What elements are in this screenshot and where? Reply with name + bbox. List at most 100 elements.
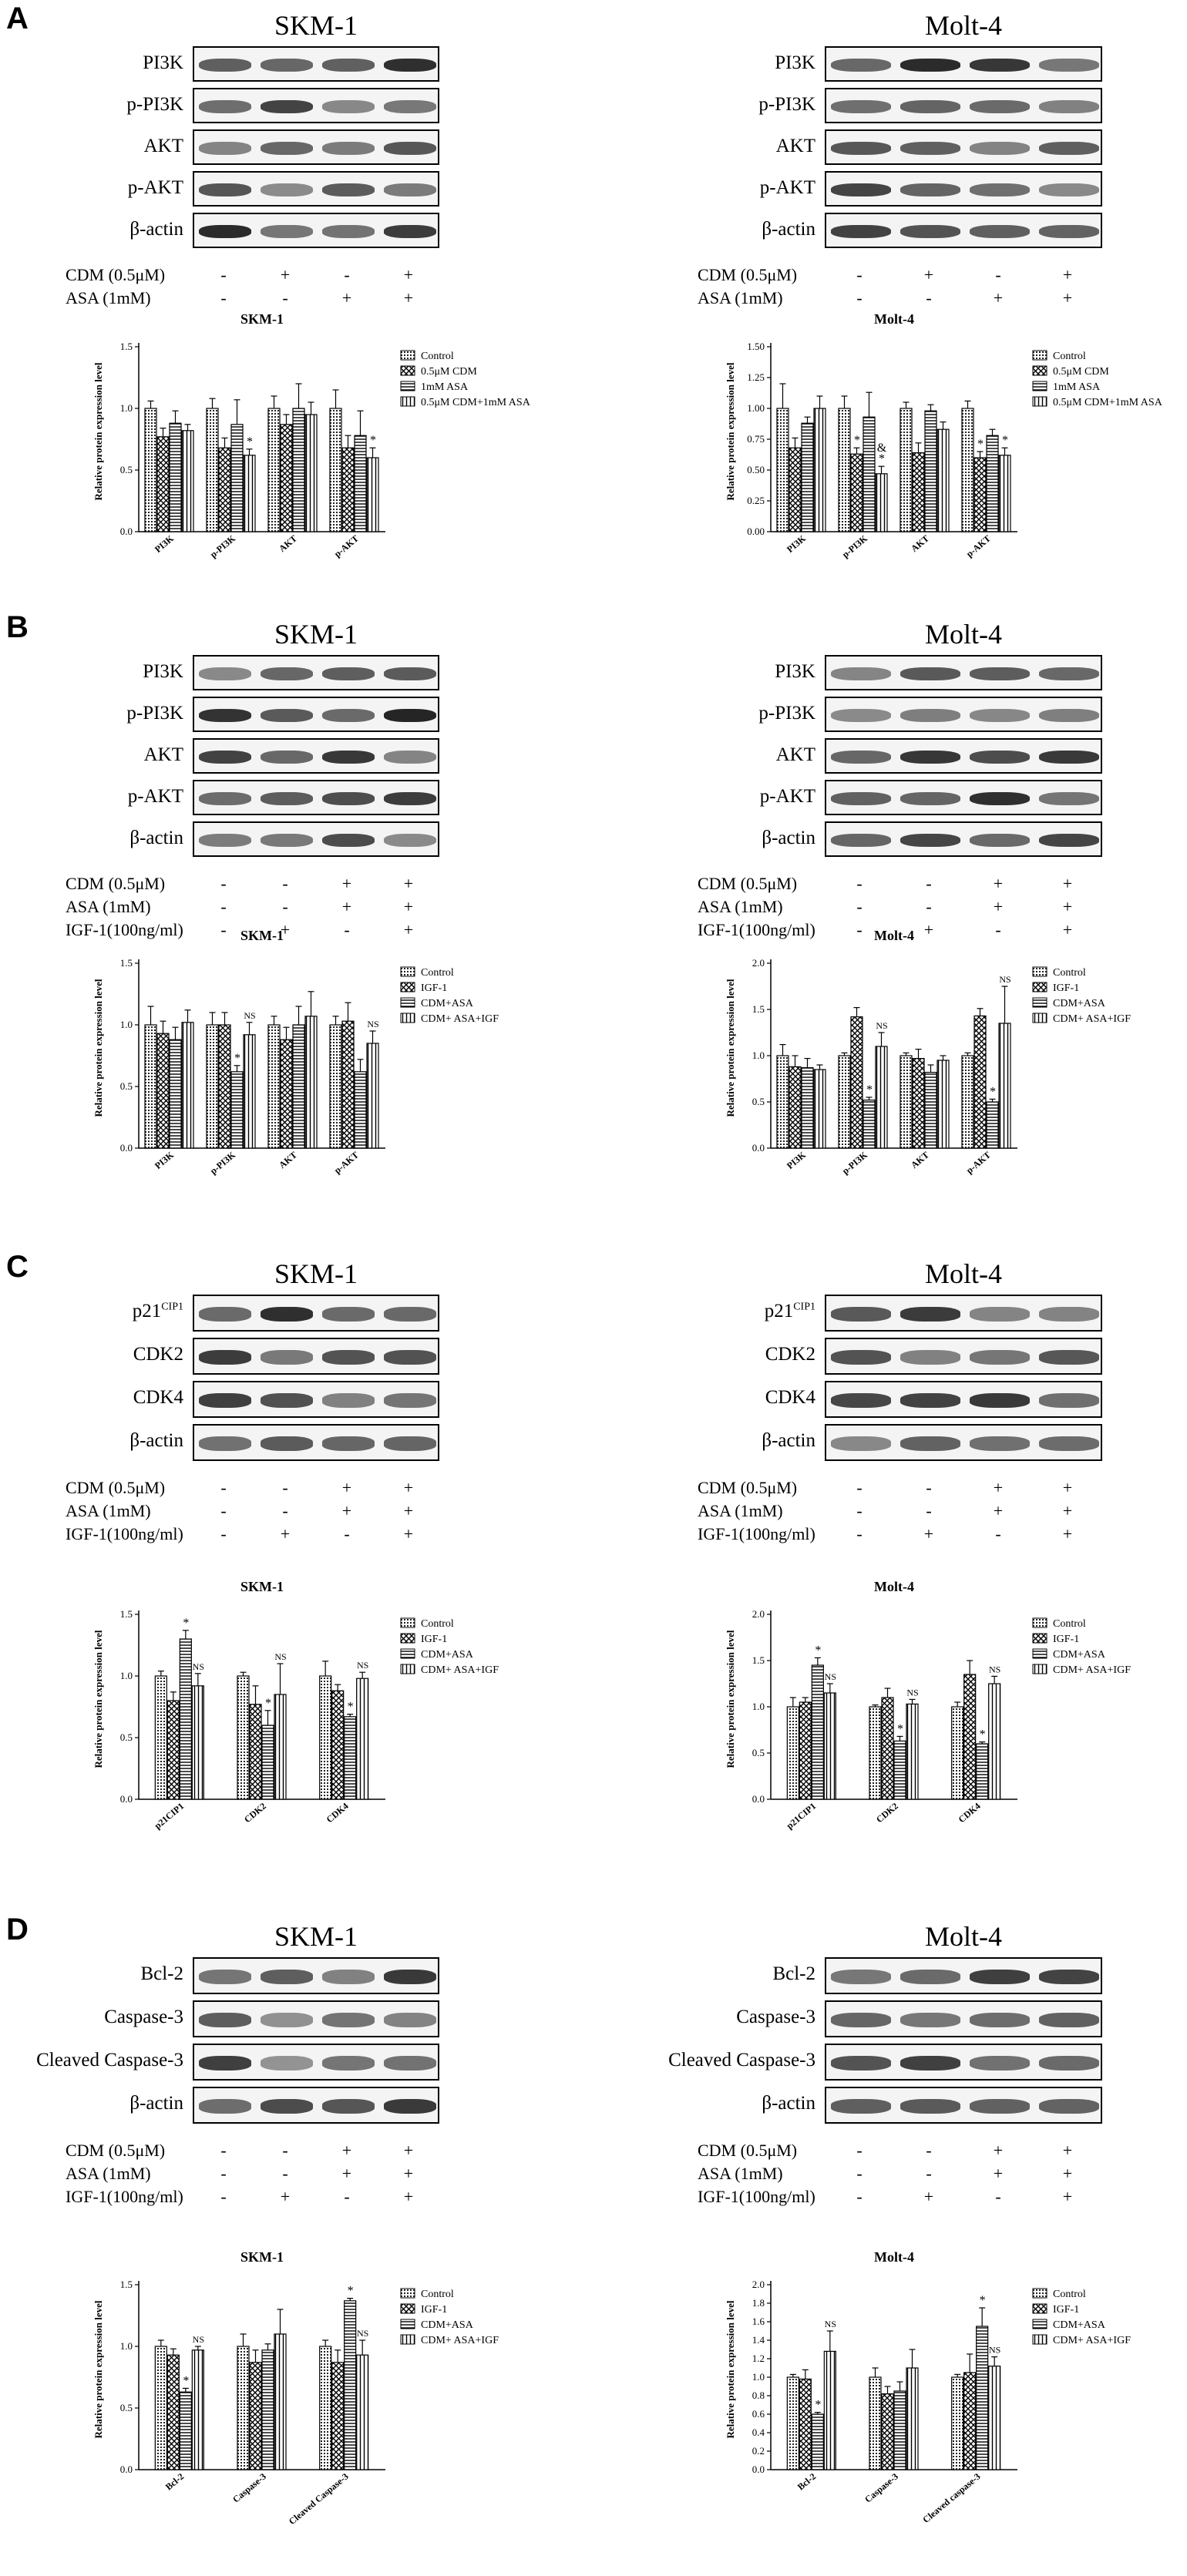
blot-band bbox=[384, 58, 436, 72]
blot-row-label: Caspase-3 bbox=[736, 2007, 815, 2028]
legend-swatch bbox=[1032, 1013, 1047, 1023]
bar bbox=[331, 1690, 345, 1800]
bar bbox=[986, 1101, 999, 1149]
treatment-sign: + bbox=[403, 288, 414, 307]
bar bbox=[799, 2378, 812, 2470]
bar bbox=[181, 430, 194, 532]
bar bbox=[366, 1043, 379, 1149]
blot-band bbox=[970, 750, 1030, 764]
treatment-sign: - bbox=[926, 1478, 932, 1497]
bar bbox=[850, 1016, 863, 1149]
bar bbox=[961, 408, 974, 532]
blot-row-label: p21CIP1 bbox=[765, 1301, 815, 1322]
blot-strip bbox=[193, 2000, 439, 2037]
treatment-label: CDM (0.5μM) bbox=[698, 1478, 798, 1497]
blot-row-label-text: AKT bbox=[143, 136, 183, 156]
treatment-sign: - bbox=[282, 2141, 288, 2160]
treatment-sign: - bbox=[926, 288, 932, 307]
blot-band bbox=[384, 2013, 436, 2027]
legend-swatch bbox=[400, 1664, 415, 1674]
y-axis-label: Relative protein expression level bbox=[92, 362, 104, 500]
blot-row-label: β-actin bbox=[762, 2093, 815, 2114]
bar bbox=[218, 1024, 231, 1149]
blot-band bbox=[900, 1393, 960, 1408]
bar bbox=[869, 2376, 882, 2470]
significance-mark: & bbox=[877, 442, 887, 455]
bar bbox=[924, 1072, 937, 1149]
legend-swatch bbox=[400, 365, 415, 376]
blot-strip bbox=[193, 1338, 439, 1375]
y-tick-label: 0.0 bbox=[120, 1793, 133, 1805]
legend-label: CDM+ASA bbox=[421, 998, 474, 1009]
significance-mark: NS bbox=[244, 1010, 255, 1021]
blot-band bbox=[261, 99, 313, 114]
blot-row-label-text: PI3K bbox=[775, 52, 815, 73]
bar bbox=[811, 1664, 824, 1800]
blot-band bbox=[261, 1970, 313, 1984]
blot-row-label-text: CDK4 bbox=[133, 1387, 183, 1408]
blot-strip bbox=[193, 655, 439, 690]
treatment-sign: - bbox=[856, 288, 863, 307]
blot-band bbox=[261, 791, 313, 806]
treatment-sign: + bbox=[923, 265, 934, 284]
bar bbox=[329, 408, 342, 532]
blot-row-label-text: p-AKT bbox=[759, 786, 815, 807]
y-tick-label: 0.0 bbox=[752, 1793, 765, 1805]
blot-strip bbox=[825, 780, 1102, 815]
legend-swatch bbox=[1032, 1648, 1047, 1659]
blot-row-label: p21CIP1 bbox=[133, 1301, 183, 1322]
blot-band bbox=[384, 791, 436, 806]
y-tick-label: 1.4 bbox=[752, 2334, 765, 2346]
blot-band bbox=[199, 183, 251, 197]
x-tick-label: p-AKT bbox=[964, 533, 993, 559]
bar bbox=[976, 1743, 989, 1800]
blot-band bbox=[900, 2056, 960, 2071]
significance-mark: NS bbox=[193, 1661, 204, 1672]
bar bbox=[801, 422, 814, 532]
legend-swatch bbox=[400, 396, 415, 407]
treatment-sign: - bbox=[344, 920, 350, 939]
blot-band bbox=[384, 1307, 436, 1322]
blot-title: Molt-4 bbox=[924, 1258, 1002, 1289]
y-tick-label: 1.25 bbox=[747, 371, 765, 383]
y-tick-label: 1.6 bbox=[752, 2316, 765, 2327]
significance-mark: NS bbox=[825, 2319, 836, 2329]
x-tick-label: PI3K bbox=[785, 1149, 808, 1171]
blot-band bbox=[1039, 1970, 1099, 1984]
treatment-sign: + bbox=[1062, 1478, 1073, 1497]
legend-swatch bbox=[1032, 2303, 1047, 2314]
y-tick-label: 0.2 bbox=[752, 2445, 765, 2457]
treatment-sign: + bbox=[993, 2164, 1004, 2183]
bar bbox=[963, 1674, 977, 1800]
legend-label: Control bbox=[1053, 967, 1086, 979]
y-tick-label: 1.8 bbox=[752, 2297, 765, 2309]
blot-band bbox=[384, 750, 436, 764]
bar bbox=[261, 2349, 274, 2470]
y-tick-label: 1.5 bbox=[120, 1608, 133, 1620]
y-tick-label: 0.50 bbox=[747, 464, 765, 475]
bar bbox=[292, 1024, 305, 1149]
blot-band bbox=[1039, 791, 1099, 806]
bar bbox=[166, 2354, 180, 2470]
blot-row-label-text: p-PI3K bbox=[126, 94, 183, 115]
treatment-sign: + bbox=[341, 897, 352, 916]
treatment-sign: + bbox=[993, 874, 1004, 893]
blot-band bbox=[384, 708, 436, 723]
legend-swatch bbox=[400, 381, 415, 391]
treatment-label: ASA (1mM) bbox=[698, 897, 783, 916]
x-tick-label: AKT bbox=[909, 1150, 931, 1170]
treatment-sign: - bbox=[282, 1501, 288, 1520]
treatment-sign: - bbox=[282, 874, 288, 893]
bar bbox=[951, 1706, 964, 1800]
blot-band bbox=[831, 2013, 891, 2027]
treatment-label: ASA (1mM) bbox=[66, 897, 151, 916]
x-tick-label: CDK2 bbox=[874, 1801, 900, 1825]
treatment-label: IGF-1(100ng/ml) bbox=[66, 920, 183, 939]
treatment-sign: + bbox=[1062, 1501, 1073, 1520]
treatment-sign: + bbox=[923, 1524, 934, 1543]
blot-row-label-text: Caspase-3 bbox=[104, 2007, 183, 2027]
blot-band bbox=[900, 750, 960, 764]
treatment-sign: + bbox=[923, 2187, 934, 2206]
bar-chart: SKM-1 0.0 0.5 1.0 1.5 Relative protein expres… bbox=[92, 2249, 499, 2527]
y-tick-label: 0.5 bbox=[120, 1080, 133, 1092]
